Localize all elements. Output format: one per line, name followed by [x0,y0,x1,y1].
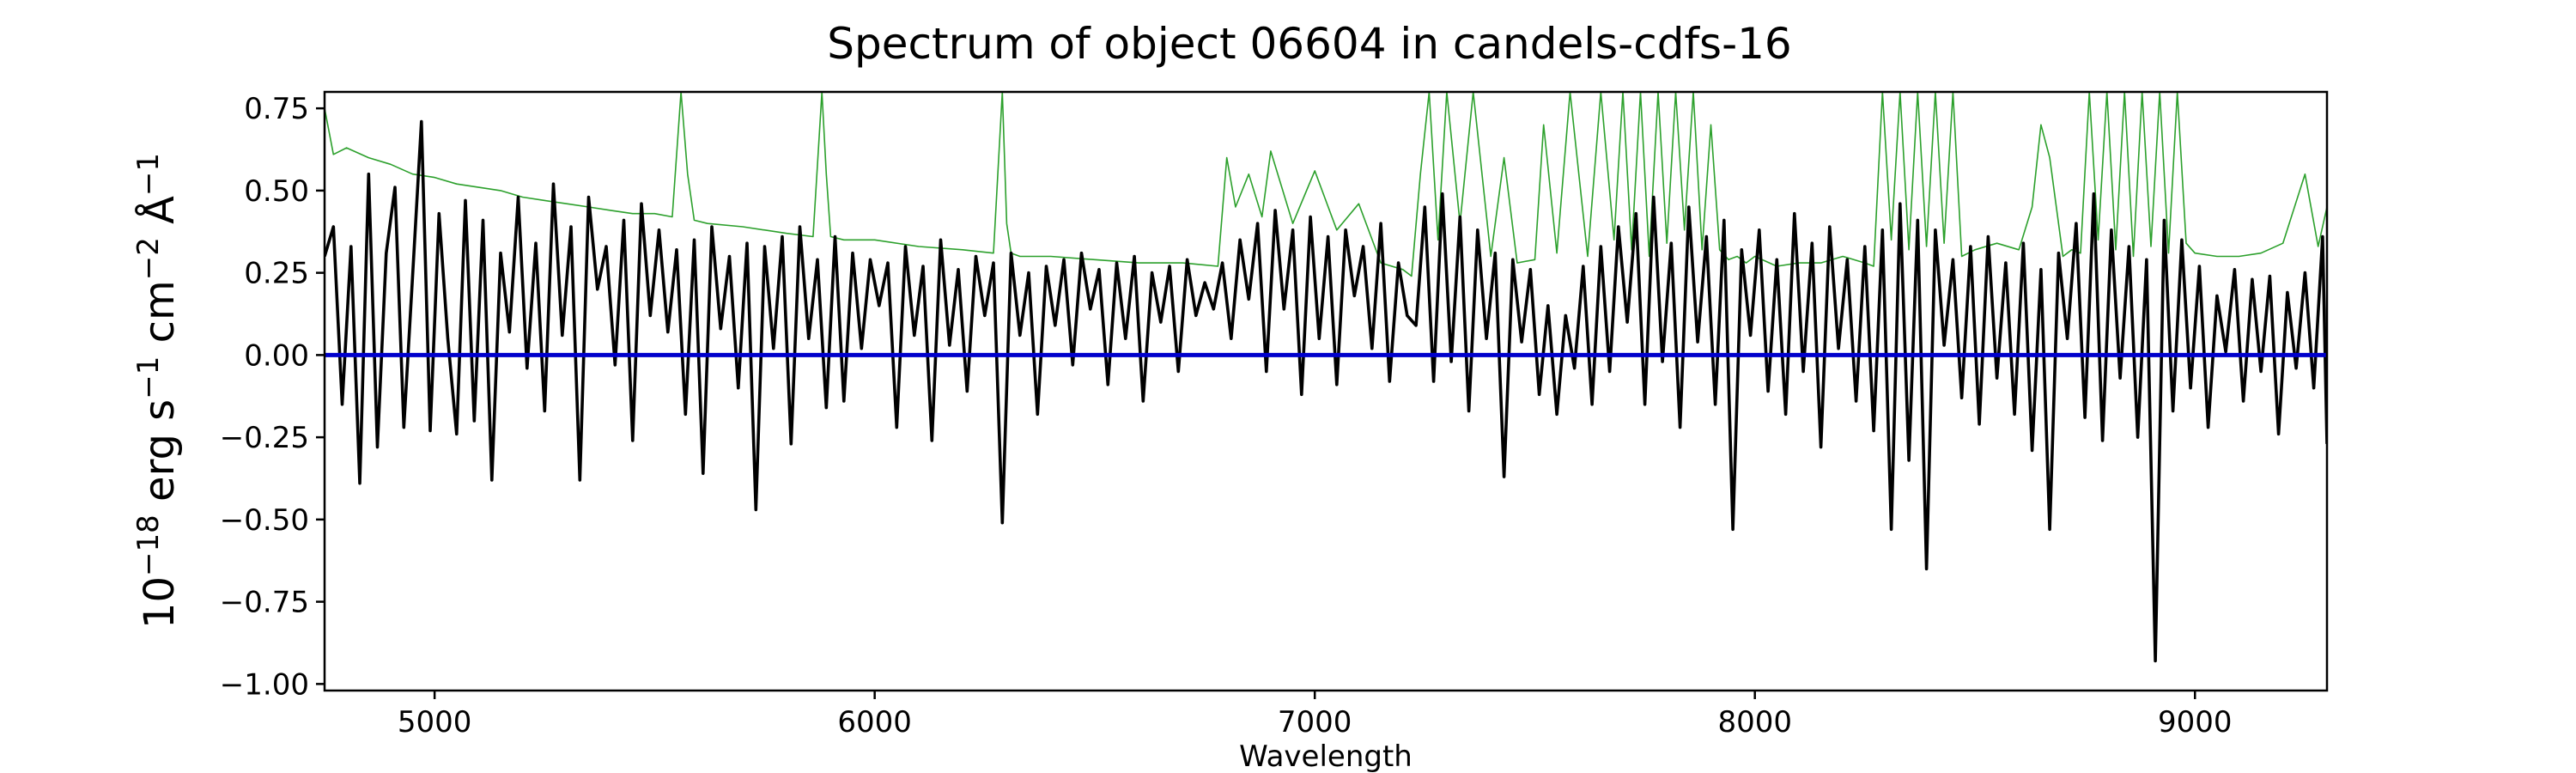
ylabel-exp2: −2 [131,237,166,280]
y-axis-ticks: 0.75 0.50 0.25 0.00 −0.25 −0.50 −0.75 −1.00 [220,92,325,702]
ylabel-unit1: erg s [136,399,184,514]
y-tick-label: 0.25 [244,257,309,291]
y-tick-label: 0.75 [244,92,309,126]
ylabel-exp3: −1 [131,153,166,196]
chart-title: Spectrum of object 06604 in candels-cdfs… [827,19,1792,69]
flux-series-line [325,119,2327,663]
y-tick-label: −0.50 [220,503,309,538]
series-layer [325,92,2327,663]
y-tick-label: −1.00 [220,667,309,702]
y-axis-label: 10−18 erg s−1 cm−2 Å−1 [131,153,184,629]
plot-area [325,92,2327,663]
x-axis-ticks: 5000 6000 7000 8000 9000 [398,691,2233,740]
ylabel-exp1: −1 [131,356,166,399]
ylabel-unit3: Å [135,196,184,237]
x-axis-label: Wavelength [1239,740,1413,773]
x-tick-label: 5000 [398,705,472,740]
ylabel-unit2: cm [136,280,184,356]
x-tick-label: 6000 [837,705,912,740]
x-tick-label: 8000 [1717,705,1792,740]
y-tick-label: 0.50 [244,174,309,209]
error-series-line [325,92,2327,277]
y-tick-label: 0.00 [244,338,309,373]
x-tick-label: 7000 [1278,705,1352,740]
axes-frame [323,90,2329,692]
x-tick-label: 9000 [2158,705,2233,740]
y-tick-label: −0.75 [220,586,309,620]
ylabel-base: 10 [136,576,184,629]
y-tick-label: −0.25 [220,421,309,455]
ylabel-exp: −18 [131,514,166,576]
